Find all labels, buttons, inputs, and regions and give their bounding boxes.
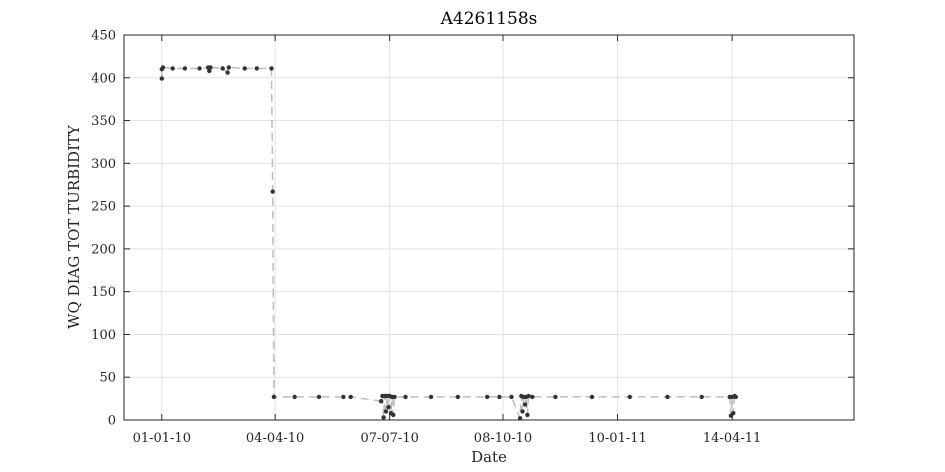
data-point <box>391 412 396 418</box>
series-layer <box>159 65 738 421</box>
x-tick-label: 01-01-10 <box>133 431 191 446</box>
y-tick-label: 200 <box>91 242 116 257</box>
data-point <box>517 416 523 421</box>
data-point <box>522 402 528 407</box>
data-point <box>220 66 225 71</box>
data-point <box>497 394 502 400</box>
x-axis-label: Date <box>471 448 507 466</box>
data-point <box>665 394 670 400</box>
data-point <box>226 65 231 70</box>
y-axis-label: WQ DIAG TOT TURBIDITY <box>65 124 83 329</box>
data-point <box>381 415 386 420</box>
data-point <box>530 394 535 400</box>
y-tick-label: 0 <box>108 414 116 429</box>
data-point <box>520 409 525 414</box>
y-tick-label: 400 <box>91 71 116 86</box>
data-point <box>271 394 277 400</box>
y-tick-label: 300 <box>91 157 116 172</box>
data-point <box>348 394 353 400</box>
data-point <box>428 394 434 400</box>
data-point <box>207 68 212 74</box>
data-point <box>316 394 322 400</box>
data-point <box>509 394 514 400</box>
x-tick-label: 07-07-10 <box>360 431 418 446</box>
data-point <box>386 405 391 410</box>
data-point <box>160 65 166 70</box>
data-point <box>292 394 297 400</box>
data-point <box>627 394 632 400</box>
grid <box>124 34 854 421</box>
data-point <box>341 394 346 400</box>
x-tick-label: 14-04-11 <box>703 431 761 446</box>
data-point <box>208 65 213 70</box>
data-point <box>269 66 274 71</box>
data-point <box>225 70 230 75</box>
data-point <box>699 394 704 400</box>
plot-box <box>123 34 855 421</box>
data-point <box>182 66 188 71</box>
data-point <box>197 66 202 71</box>
data-point <box>455 394 461 400</box>
chart-title: A4261158s <box>440 9 538 29</box>
data-point <box>170 66 175 71</box>
y-tick-label: 350 <box>91 114 116 129</box>
data-point <box>526 393 531 399</box>
data-point <box>270 189 275 194</box>
y-tick-label: 250 <box>91 200 116 215</box>
data-point <box>589 394 595 400</box>
data-point <box>378 399 384 404</box>
y-tick-label: 450 <box>91 29 116 44</box>
x-axis: 01-01-10 04-04-10 07-07-10 08-10-10 10-01-11… <box>133 35 761 446</box>
y-axis: 0 50 100 150 200 250 300 350 400 450 <box>91 29 854 429</box>
plot-background <box>124 35 854 420</box>
data-point <box>733 394 738 400</box>
x-tick-label: 04-04-10 <box>246 431 304 446</box>
data-point <box>392 394 397 400</box>
x-tick-label: 08-10-10 <box>474 431 532 446</box>
y-tick-label: 100 <box>91 328 116 343</box>
y-tick-label: 150 <box>91 285 116 300</box>
data-point <box>242 66 247 71</box>
x-tick-label: 10-01-11 <box>588 431 646 446</box>
data-point <box>403 394 408 400</box>
data-point <box>485 394 490 400</box>
data-point <box>383 409 389 414</box>
y-tick-label: 50 <box>99 371 116 386</box>
data-point <box>254 66 259 71</box>
data-point <box>525 412 530 418</box>
data-point <box>553 394 558 400</box>
data-point <box>159 76 164 81</box>
